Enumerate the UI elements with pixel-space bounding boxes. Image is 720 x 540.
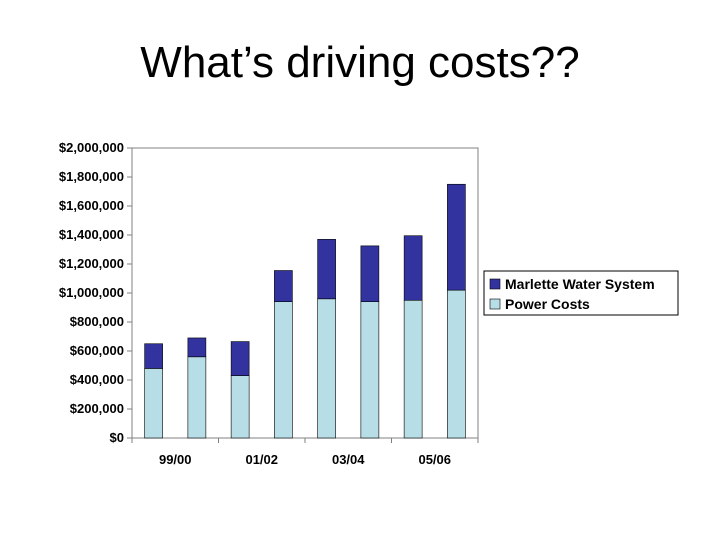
power-costs-bar	[360, 301, 380, 439]
power-costs-bar	[144, 368, 163, 439]
legend-swatch	[489, 278, 501, 290]
x-tick-label: 99/00	[159, 452, 192, 467]
legend-box	[483, 270, 679, 316]
x-tick-label: 01/02	[245, 452, 278, 467]
plot-area: $0 $200,000 $400,000 $600,000 $800,000 $1,000…	[59, 140, 479, 467]
y-tick-label: $0	[110, 430, 124, 445]
y-tick-label: $800,000	[70, 314, 124, 329]
y-tick-label: $1,600,000	[59, 198, 124, 213]
power-costs-bar	[403, 299, 423, 439]
y-tick-label: $600,000	[70, 343, 124, 358]
y-tick-label: $1,200,000	[59, 256, 124, 271]
y-tick-label: $1,800,000	[59, 169, 124, 184]
plot-frame	[131, 147, 479, 439]
legend-swatch	[489, 298, 501, 310]
marlette-water-bar	[230, 341, 250, 376]
y-tick-label: $400,000	[70, 372, 124, 387]
power-costs-bar	[274, 301, 293, 439]
marlette-water-bar	[274, 270, 293, 302]
marlette-water-bar	[447, 183, 466, 291]
marlette-water-bar	[187, 337, 207, 358]
power-costs-bar	[230, 375, 250, 439]
power-costs-bar	[317, 298, 336, 439]
marlette-water-bar	[360, 245, 380, 303]
legend-label: Power Costs	[505, 296, 590, 312]
y-tick-label: $1,400,000	[59, 227, 124, 242]
y-tick-label: $2,000,000	[59, 140, 124, 155]
y-tick-label: $1,000,000	[59, 285, 124, 300]
power-costs-bar	[187, 356, 207, 439]
legend-label: Marlette Water System	[505, 276, 655, 292]
slide-title: What’s driving costs??	[140, 38, 580, 87]
marlette-water-bar	[403, 235, 423, 301]
x-tick-label: 05/06	[418, 452, 451, 467]
power-costs-bar	[447, 289, 466, 439]
x-tick-label: 03/04	[332, 452, 365, 467]
y-tick-label: $200,000	[70, 401, 124, 416]
marlette-water-bar	[144, 343, 163, 369]
marlette-water-bar	[317, 239, 336, 300]
chart-legend: Marlette Water System Power Costs	[483, 270, 679, 316]
